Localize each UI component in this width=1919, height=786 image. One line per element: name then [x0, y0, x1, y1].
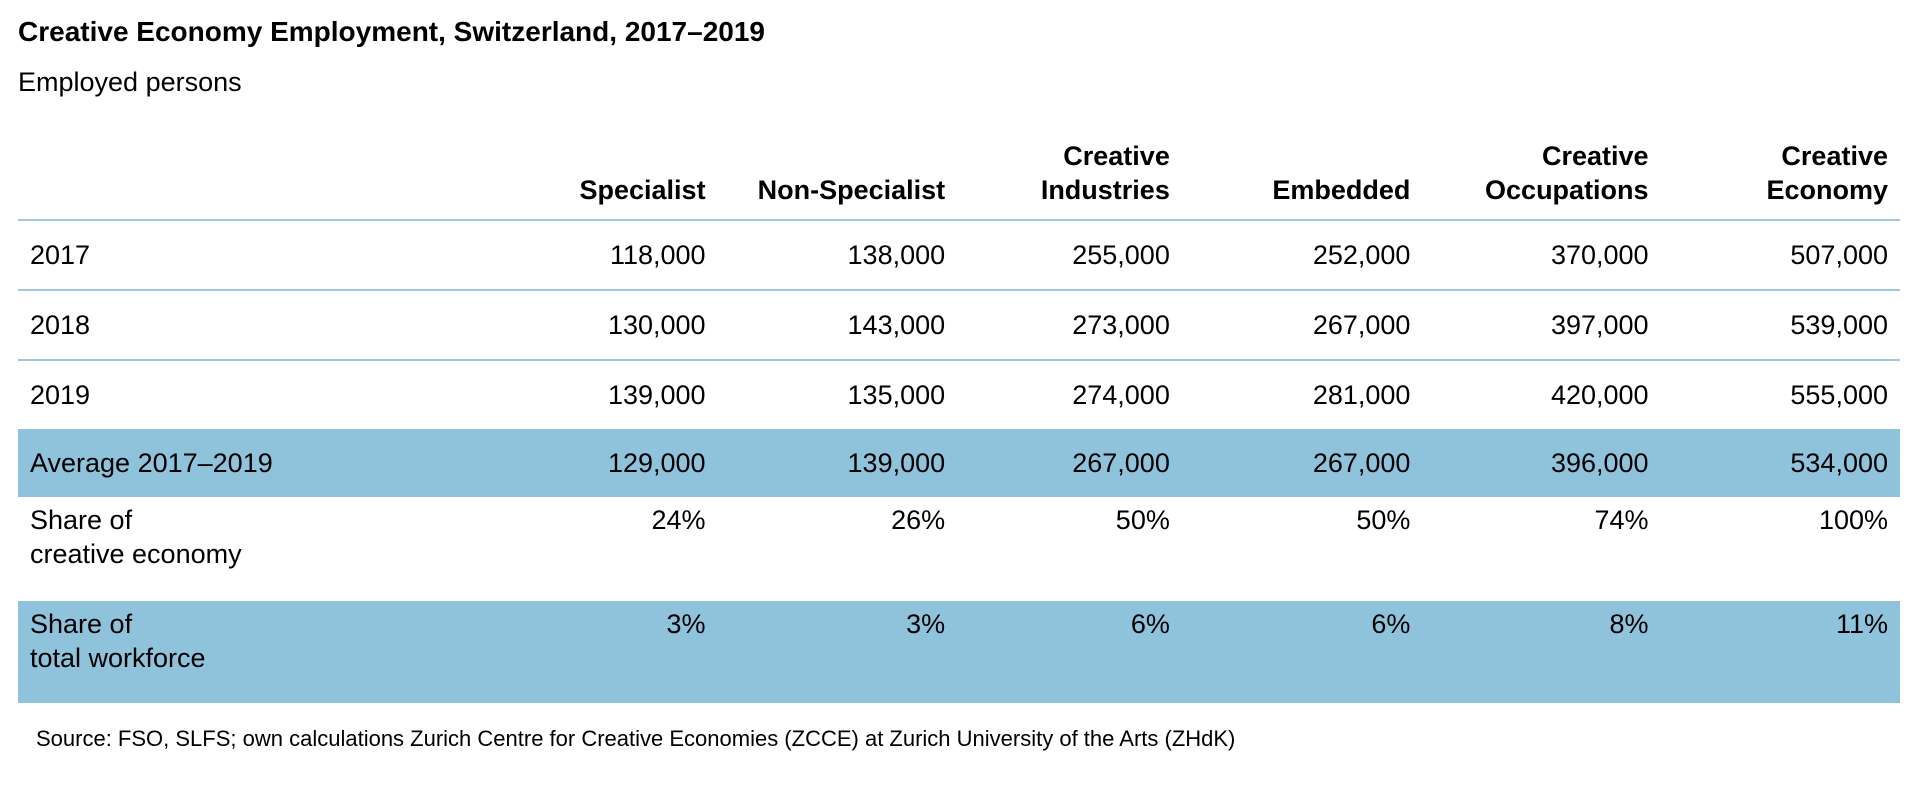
column-header-creative-industries: Creative Industries [1040, 141, 1170, 205]
cell-creative-occupations: 420,000 [1550, 380, 1649, 410]
cell-embedded: 6% [1181, 601, 1423, 703]
row-label: Share of total workforce [18, 601, 545, 703]
cell-embedded: 281,000 [1312, 380, 1411, 410]
row-label-line2: total workforce [30, 643, 206, 673]
cell-creative-industries: 273,000 [1072, 310, 1170, 340]
row-label: 2019 [30, 380, 91, 410]
employment-table: Specialist Non-Specialist Creative Indust… [18, 119, 1900, 703]
cell-specialist: 24% [651, 505, 706, 535]
cell-creative-economy: 534,000 [1660, 429, 1900, 497]
cell-specialist: 3% [544, 601, 706, 703]
cell-non-specialist: 3% [705, 601, 958, 703]
column-header-creative-occupations: Creative Occupations [1485, 141, 1649, 205]
cell-non-specialist: 143,000 [847, 310, 946, 340]
cell-creative-industries: 267,000 [957, 429, 1182, 497]
row-label-line1: Share of [30, 609, 133, 639]
cell-specialist: 130,000 [607, 310, 706, 340]
cell-creative-occupations: 74% [1594, 505, 1649, 535]
cell-embedded: 267,000 [1181, 429, 1423, 497]
cell-specialist: 139,000 [607, 380, 706, 410]
column-header-specialist: Specialist [579, 175, 706, 205]
cell-creative-industries: 6% [957, 601, 1182, 703]
cell-embedded: 267,000 [1312, 310, 1411, 340]
row-label-line1: Share of [30, 505, 133, 535]
cell-creative-economy: 555,000 [1790, 380, 1888, 410]
cell-creative-occupations: 8% [1422, 601, 1661, 703]
cell-creative-economy: 539,000 [1790, 310, 1888, 340]
cell-creative-industries: 255,000 [1072, 240, 1170, 270]
cell-creative-industries: 274,000 [1072, 380, 1170, 410]
cell-specialist: 129,000 [544, 429, 706, 497]
source-note: Source: FSO, SLFS; own calculations Zuri… [36, 726, 1236, 751]
row-label: Share of creative economy [18, 497, 544, 601]
cell-non-specialist: 135,000 [847, 380, 946, 410]
row-label: Average 2017–2019 [18, 429, 545, 497]
cell-creative-occupations: 397,000 [1550, 310, 1649, 340]
table-row-2018: 2018 130,000 143,000 273,000 267,000 397… [18, 290, 1900, 360]
column-header-embedded: Embedded [1272, 175, 1411, 205]
cell-non-specialist: 139,000 [705, 429, 958, 497]
table-row-2017: 2017 118,000 138,000 255,000 252,000 370… [18, 220, 1900, 290]
row-label: 2017 [30, 240, 91, 270]
column-header-non-specialist: Non-Specialist [757, 175, 946, 205]
table-title: Creative Economy Employment, Switzerland… [18, 16, 765, 47]
row-label-line2: creative economy [30, 539, 242, 569]
header-corner [18, 119, 544, 220]
cell-embedded: 50% [1356, 505, 1411, 535]
cell-creative-occupations: 370,000 [1550, 240, 1649, 270]
cell-creative-industries: 50% [1115, 505, 1170, 535]
column-header-creative-economy: Creative Economy [1766, 141, 1888, 205]
cell-non-specialist: 26% [891, 505, 946, 535]
header-row: Specialist Non-Specialist Creative Indust… [18, 119, 1900, 220]
cell-non-specialist: 138,000 [847, 240, 946, 270]
cell-creative-economy: 507,000 [1790, 240, 1888, 270]
table-row-2019: 2019 139,000 135,000 274,000 281,000 420… [18, 360, 1900, 429]
table-row-share-total-workforce: Share of total workforce 3% 3% 6% 6% 8% … [18, 601, 1900, 703]
table-row-share-creative-economy: Share of creative economy 24% 26% 50% 50… [18, 497, 1900, 601]
row-label: 2018 [30, 310, 91, 340]
cell-embedded: 252,000 [1312, 240, 1411, 270]
cell-creative-occupations: 396,000 [1422, 429, 1661, 497]
table-row-average: Average 2017–2019 129,000 139,000 267,00… [18, 429, 1900, 497]
cell-creative-economy: 11% [1660, 601, 1900, 703]
cell-creative-economy: 100% [1818, 505, 1888, 535]
cell-specialist: 118,000 [609, 240, 706, 270]
table-subtitle: Employed persons [18, 67, 242, 97]
